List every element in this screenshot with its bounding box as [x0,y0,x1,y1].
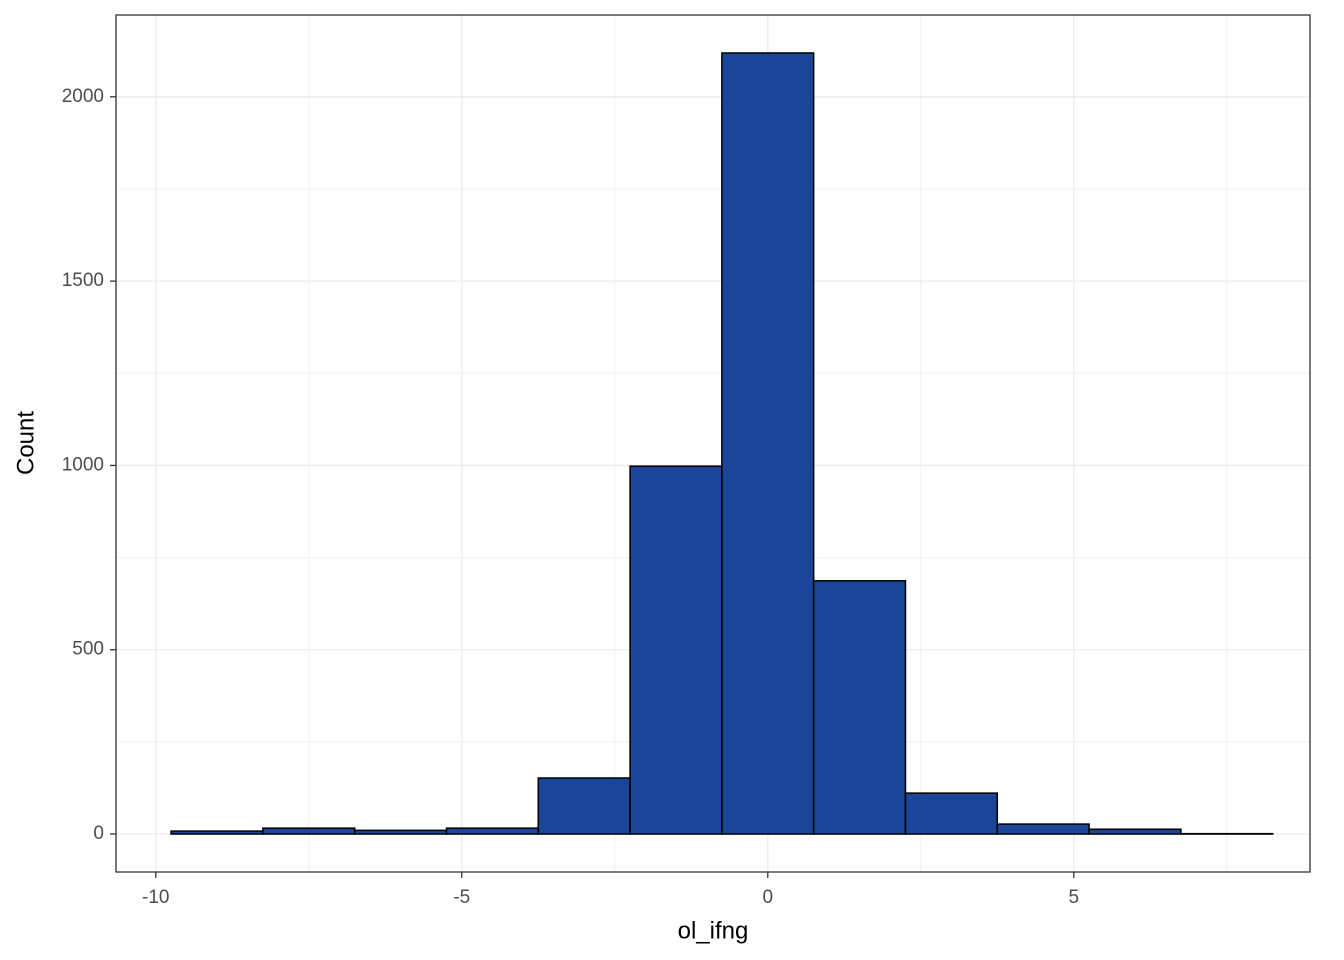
bar [262,827,356,835]
bar [537,777,631,835]
y-axis-title: Count [12,411,39,475]
x-axis-title: ol_ifng [678,917,749,944]
x-tick-label: -10 [142,887,169,908]
x-tick-label: -5 [453,887,470,908]
y-tick-label: 2000 [62,86,104,107]
x-tick-label: 0 [762,887,773,908]
y-tick-label: 1000 [62,454,104,475]
bar [996,823,1090,835]
bar [353,829,448,835]
bars [170,52,1274,835]
bar [629,465,723,835]
y-tick-label: 1500 [62,270,104,291]
panel-border [115,14,1311,873]
x-tick-label: 5 [1068,887,1079,908]
bar [721,52,815,835]
bar [812,580,907,835]
bar [170,830,264,835]
bar [445,827,540,835]
bar [1088,828,1182,835]
y-tick-label: 500 [72,639,104,660]
bar [904,792,999,835]
y-tick-label: 0 [93,823,104,844]
